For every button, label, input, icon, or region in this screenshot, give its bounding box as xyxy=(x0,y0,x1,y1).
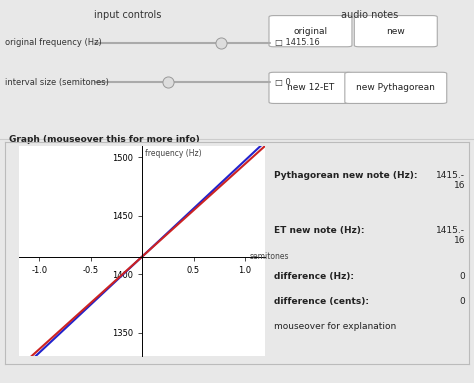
Text: □ 1415.16: □ 1415.16 xyxy=(275,38,319,47)
Text: new 12-ET: new 12-ET xyxy=(287,83,334,92)
Text: Graph (mouseover this for more info): Graph (mouseover this for more info) xyxy=(9,135,200,144)
Text: 1415.-
16: 1415.- 16 xyxy=(436,171,465,190)
FancyBboxPatch shape xyxy=(345,72,447,103)
FancyBboxPatch shape xyxy=(269,16,352,47)
Text: input controls: input controls xyxy=(94,10,162,20)
Text: 1415.-
16: 1415.- 16 xyxy=(436,226,465,245)
Text: difference (cents):: difference (cents): xyxy=(274,297,369,306)
Text: mouseover for explanation: mouseover for explanation xyxy=(274,322,396,331)
FancyBboxPatch shape xyxy=(269,72,352,103)
Text: new: new xyxy=(386,27,405,36)
Text: ET new note (Hz):: ET new note (Hz): xyxy=(274,226,365,234)
FancyBboxPatch shape xyxy=(354,16,437,47)
Text: audio notes: audio notes xyxy=(341,10,398,20)
Text: frequency (Hz): frequency (Hz) xyxy=(145,149,202,158)
Text: □ 0: □ 0 xyxy=(275,78,291,87)
Text: difference (Hz):: difference (Hz): xyxy=(274,272,354,281)
Text: 0: 0 xyxy=(459,297,465,306)
Text: new Pythagorean: new Pythagorean xyxy=(356,83,435,92)
Text: interval size (semitones): interval size (semitones) xyxy=(5,78,109,87)
Text: Pythagorean new note (Hz):: Pythagorean new note (Hz): xyxy=(274,171,418,180)
Text: semitones: semitones xyxy=(250,252,290,261)
Text: 0: 0 xyxy=(459,272,465,281)
Text: original frequency (Hz): original frequency (Hz) xyxy=(5,38,101,47)
Text: original: original xyxy=(293,27,328,36)
